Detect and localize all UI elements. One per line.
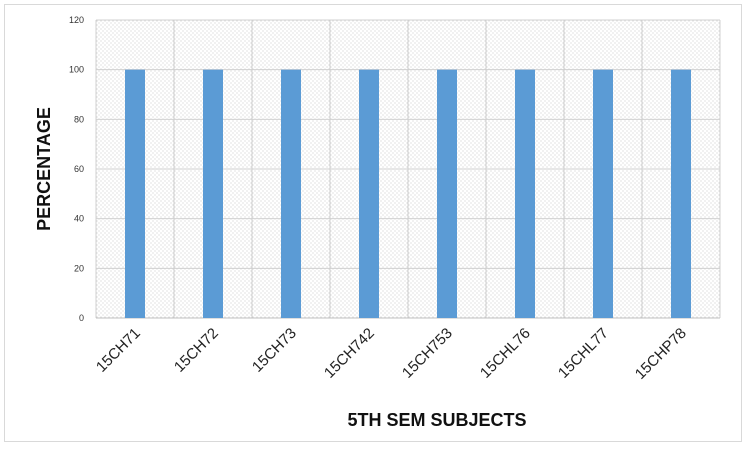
bar-15ch742 xyxy=(359,69,379,319)
bar-15ch71 xyxy=(125,69,145,319)
x-tick-label: 15CH742 xyxy=(321,325,378,382)
x-tick-label: 15CHL77 xyxy=(555,325,612,382)
y-tick-label: 40 xyxy=(74,214,84,224)
bar-15ch72 xyxy=(203,69,223,319)
x-axis-labels: 15CH71 15CH72 15CH73 15CH742 15CH753 15CHL76 1… xyxy=(93,325,690,383)
bar-15chl77 xyxy=(593,69,613,319)
x-tick-label: 15CH71 xyxy=(93,325,144,376)
y-tick-label: 0 xyxy=(79,313,84,323)
y-tick-label: 100 xyxy=(69,65,84,75)
bars xyxy=(125,69,691,319)
y-tick-label: 120 xyxy=(69,15,84,25)
bar-15chp78 xyxy=(671,69,691,319)
y-tick-label: 80 xyxy=(74,114,84,124)
x-tick-label: 15CHP78 xyxy=(632,325,690,383)
gridlines xyxy=(95,19,721,319)
x-tick-label: 15CH73 xyxy=(249,325,300,376)
x-tick-label: 15CH753 xyxy=(399,325,456,382)
bar-15ch73 xyxy=(281,69,301,319)
y-tick-label: 20 xyxy=(74,263,84,273)
bar-15chl76 xyxy=(515,69,535,319)
y-axis-title: PERCENTAGE xyxy=(34,107,54,231)
y-axis-ticks: 0 20 40 60 80 100 120 xyxy=(69,15,84,323)
x-tick-label: 15CHL76 xyxy=(477,325,534,382)
x-axis-title: 5TH SEM SUBJECTS xyxy=(347,410,526,430)
bar-15ch753 xyxy=(437,69,457,319)
y-tick-label: 60 xyxy=(74,164,84,174)
x-tick-label: 15CH72 xyxy=(171,325,222,376)
